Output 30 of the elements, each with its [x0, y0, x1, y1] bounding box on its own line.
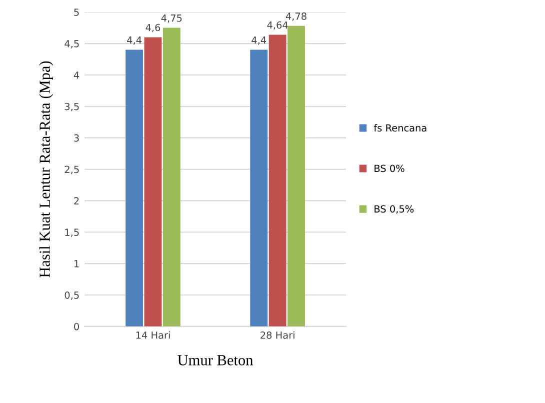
- y-tick-label: 3,5: [64, 102, 79, 112]
- y-tick-label: 4: [74, 72, 80, 79]
- data-label: 4,75: [161, 14, 182, 23]
- y-axis-title: Hasil Kuat Lentur Rata-Rata (Mpa): [39, 61, 54, 278]
- y-tick-label: 0,5: [64, 291, 79, 300]
- bar: [268, 34, 286, 326]
- y-tick-label: 4,5: [64, 40, 79, 48]
- legend-label: BS 0%: [374, 164, 404, 172]
- bar: [144, 37, 162, 326]
- x-tick-label: 28 Hari: [260, 331, 294, 339]
- data-label: 4,78: [286, 12, 306, 21]
- y-tick-label: 0: [74, 322, 79, 330]
- y-tick-label: 5: [74, 8, 79, 16]
- bar: [126, 50, 144, 326]
- data-label: 4,6: [146, 24, 160, 32]
- bar: [288, 26, 305, 326]
- data-label: 4,4: [127, 36, 142, 45]
- bar: [250, 50, 268, 326]
- data-label: 4,64: [267, 21, 288, 30]
- legend-label: BS 0,5%: [374, 205, 414, 214]
- data-label: 4,4: [252, 36, 266, 45]
- bar: [162, 28, 180, 326]
- y-tick-label: 1: [74, 260, 79, 268]
- y-tick-label: 3: [74, 134, 79, 142]
- x-tick-label: 14 Hari: [136, 331, 170, 339]
- y-tick-label: 1,5: [65, 228, 79, 237]
- legend-label: fs Rencana: [374, 124, 426, 132]
- x-axis-title: Umur Beton: [178, 355, 254, 366]
- y-tick-label: 2,5: [64, 166, 79, 174]
- y-tick-label: 2: [74, 197, 79, 204]
